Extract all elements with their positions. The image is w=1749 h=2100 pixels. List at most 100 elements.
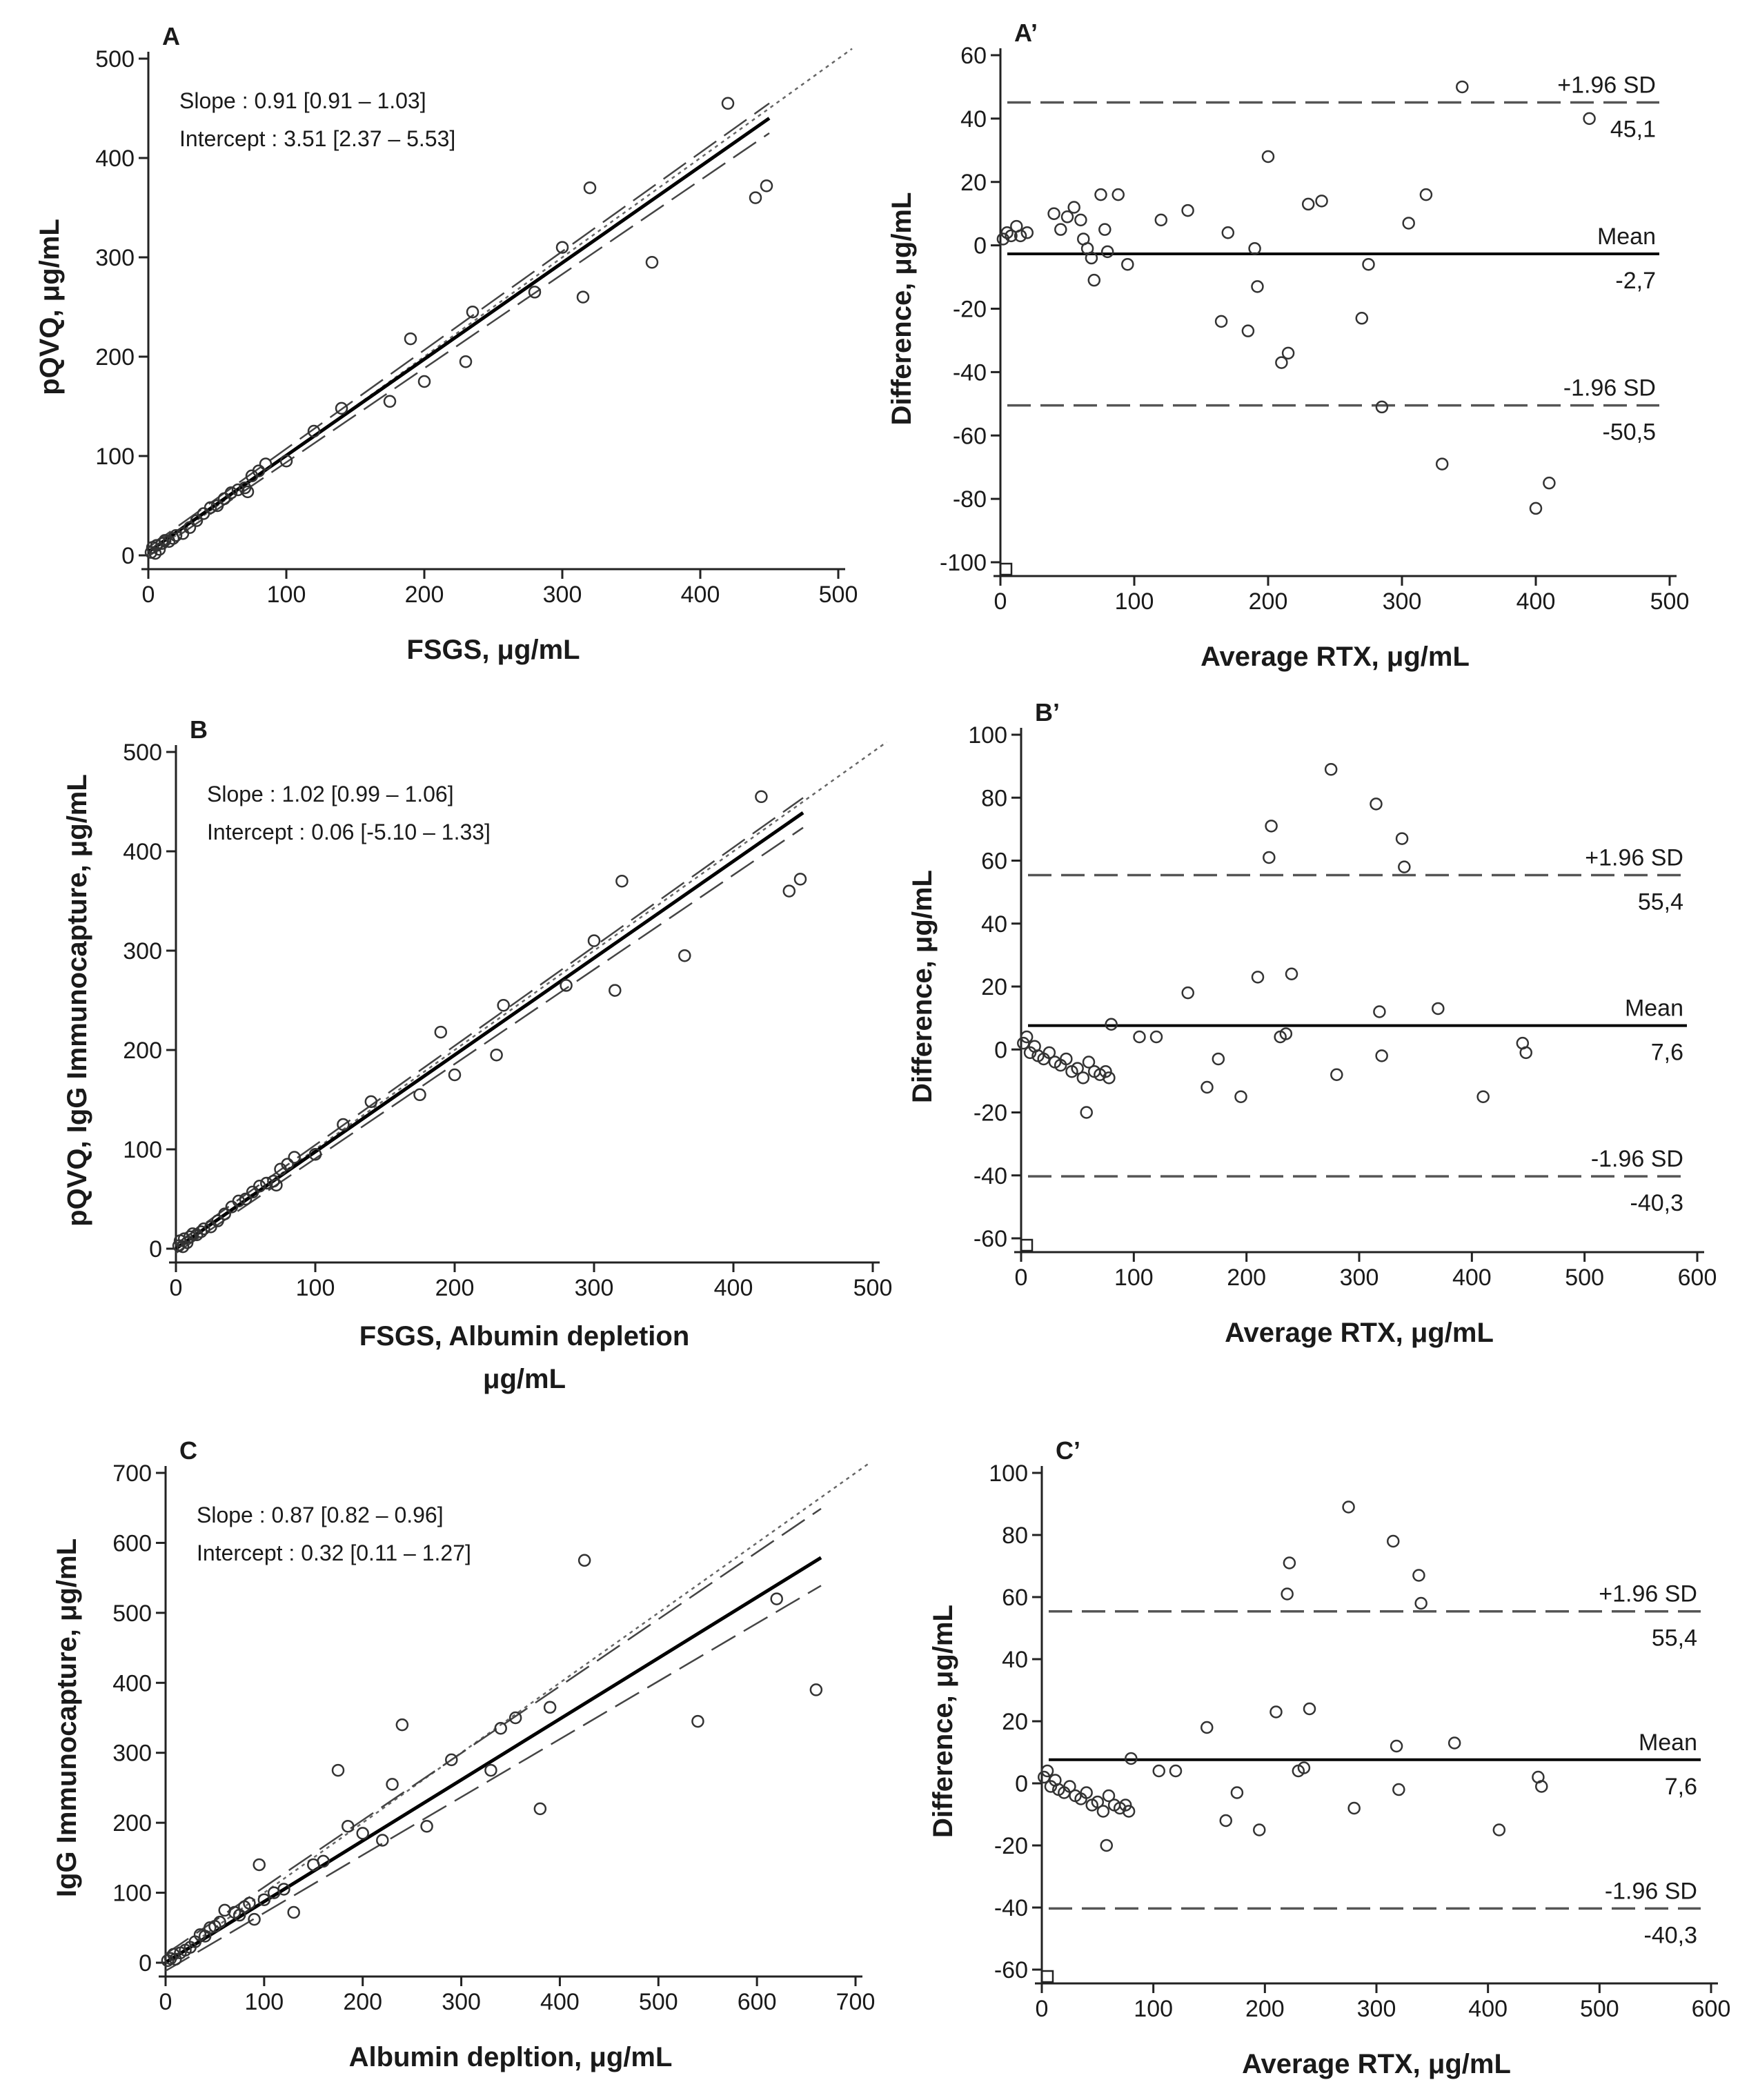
data-point — [1054, 223, 1067, 236]
data-point — [1402, 217, 1415, 230]
data-point — [497, 998, 510, 1012]
data-point — [417, 375, 431, 388]
x-tick-label: 100 — [1115, 588, 1154, 615]
chart-panel-B: 0 100 200 300 400 500 0 100 200 300 400 500 B FSGS, A… — [62, 715, 892, 1394]
data-point — [1067, 201, 1080, 214]
data-point — [356, 1827, 369, 1840]
panel-letter: B — [190, 715, 208, 744]
ref-line-value: 45,1 — [1610, 116, 1656, 142]
regression-line — [147, 117, 771, 553]
x-tick-label: 500 — [1650, 588, 1690, 615]
data-point — [270, 1178, 283, 1192]
y-tick-label: 300 — [112, 1741, 152, 1767]
data-point — [448, 1068, 462, 1082]
data-point — [1275, 356, 1288, 369]
chart-panel-C: 0 100 200 300 400 500 600 700 0 100 200 300 400 500 60… — [52, 1436, 875, 2072]
slope-annotation: Slope : 0.91 [0.91 – 1.03] — [179, 88, 426, 113]
data-point — [307, 424, 321, 438]
data-point — [1265, 820, 1278, 833]
data-point — [1476, 1090, 1490, 1103]
data-point — [1456, 80, 1469, 94]
y-axis-title: IgG Immunocapture, μg/mL — [52, 1538, 82, 1897]
data-point — [1301, 197, 1315, 211]
y-tick-label: 20 — [960, 170, 987, 196]
x-tick-label: 400 — [681, 582, 720, 608]
x-tick-label: 200 — [1249, 588, 1288, 615]
y-tick-label: 0 — [974, 233, 987, 259]
ci-lower-line — [175, 826, 804, 1254]
data-point — [1047, 207, 1060, 220]
data-point — [335, 402, 348, 415]
data-point — [243, 1896, 256, 1910]
data-point — [996, 232, 1010, 246]
y-tick-label: 400 — [123, 839, 162, 865]
data-point — [1347, 1801, 1361, 1815]
ref-line-value: -2,7 — [1615, 268, 1656, 294]
data-point — [1169, 1764, 1183, 1778]
data-point — [459, 355, 473, 368]
ref-line-value: 55,4 — [1652, 1625, 1697, 1652]
y-axis-title: pQVQ, μg/mL — [34, 219, 65, 395]
y-tick-label: 300 — [123, 938, 162, 964]
data-point — [560, 979, 573, 992]
x-tick-label: 0 — [1036, 1996, 1049, 2022]
data-point — [466, 305, 480, 319]
data-point — [1098, 223, 1111, 236]
chart-panel-A: 0 100 200 300 400 500 0 100 200 300 400 500 A FSGS, μ… — [34, 22, 858, 665]
y-tick-label: 60 — [1002, 1585, 1028, 1611]
data-point — [241, 485, 255, 499]
data-point — [1105, 1018, 1118, 1031]
data-point — [166, 532, 180, 545]
data-point — [445, 1753, 458, 1767]
y-tick-label: 0 — [139, 1950, 152, 1977]
y-tick-label: -60 — [953, 423, 987, 449]
y-tick-label: 20 — [1002, 1709, 1028, 1735]
data-point — [494, 1721, 507, 1735]
data-point — [1303, 1702, 1316, 1716]
data-point — [1492, 1823, 1506, 1836]
data-point — [287, 1905, 300, 1919]
y-tick-label: 100 — [968, 722, 1007, 749]
data-point — [1096, 1805, 1110, 1818]
intercept-annotation: Intercept : 0.32 [0.11 – 1.27] — [197, 1541, 471, 1565]
x-tick-label: 100 — [296, 1275, 335, 1301]
data-point — [490, 1048, 503, 1062]
intercept-annotation: Intercept : 3.51 [2.37 – 5.53] — [179, 126, 455, 151]
data-point — [1037, 1770, 1051, 1784]
data-point — [211, 1214, 224, 1227]
data-point — [1519, 1046, 1532, 1060]
y-tick-label: -80 — [953, 486, 987, 513]
slope-annotation: Slope : 0.87 [0.82 – 0.96] — [197, 1503, 444, 1527]
ref-line-value: -50,5 — [1603, 419, 1657, 446]
data-point — [1251, 971, 1265, 984]
data-point — [1241, 324, 1255, 337]
y-axis-title: Difference, μg/mL — [887, 192, 917, 426]
data-point — [1074, 213, 1087, 227]
x-tick-label: 200 — [435, 1275, 475, 1301]
x-tick-label: 300 — [575, 1275, 614, 1301]
data-point — [484, 1763, 497, 1777]
data-point — [1373, 1005, 1386, 1018]
data-point — [1281, 1587, 1294, 1601]
y-tick-label: 600 — [112, 1530, 152, 1556]
data-point — [1251, 280, 1264, 293]
chart-panel-C-prime: 0 100 200 300 400 500 600100806040200-20-40-60… — [928, 1436, 1730, 2079]
x-axis-title-line2: μg/mL — [483, 1364, 566, 1394]
x-axis-title: FSGS, Albumin depletion — [359, 1321, 690, 1351]
x-tick-label: 100 — [1114, 1265, 1154, 1291]
data-point — [1040, 1764, 1054, 1778]
chart-panel-A-prime: 0 100 200 300 400 5006040200-20-40-60-80-100A… — [887, 19, 1689, 672]
data-point — [1279, 1027, 1293, 1040]
x-tick-label: 200 — [1227, 1265, 1266, 1291]
ref-line-name: Mean — [1597, 224, 1656, 250]
y-tick-label: -20 — [974, 1100, 1007, 1127]
data-point — [183, 1230, 197, 1243]
ref-line-value: 7,6 — [1665, 1774, 1697, 1800]
ref-line-name: Mean — [1639, 1730, 1697, 1756]
data-point — [218, 1207, 231, 1220]
data-point — [1412, 1569, 1425, 1582]
y-tick-label: 60 — [960, 43, 987, 69]
panel-letter: A’ — [1014, 19, 1038, 47]
data-point — [204, 1921, 217, 1934]
